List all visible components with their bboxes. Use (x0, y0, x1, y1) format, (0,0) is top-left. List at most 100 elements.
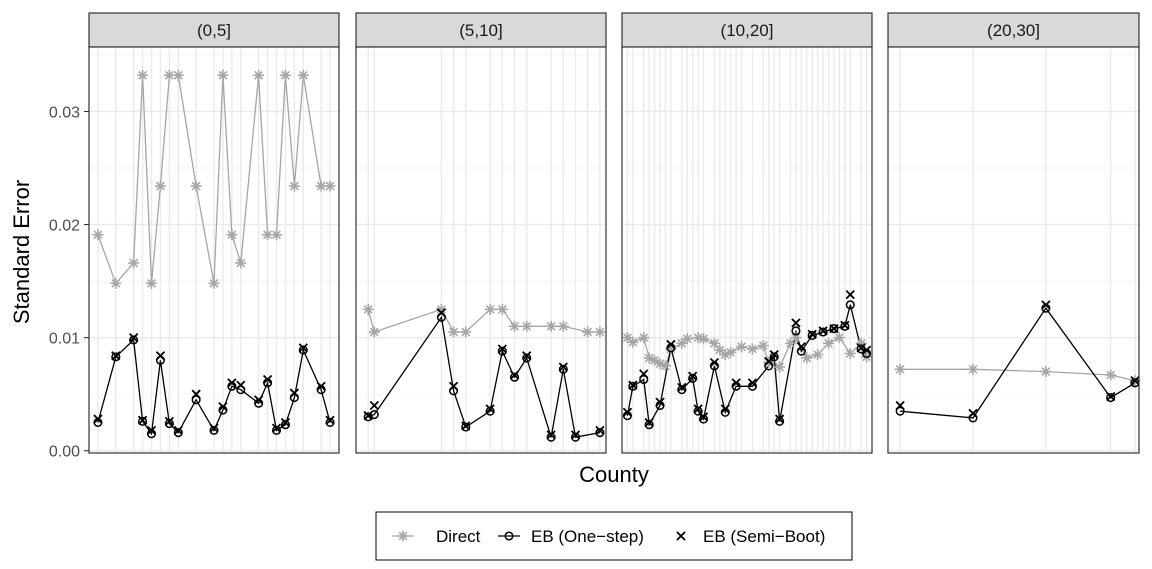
eb-semi-boot-point (747, 378, 758, 388)
direct-point (638, 332, 650, 344)
eb-semi-boot-point (146, 425, 157, 436)
eb-one-step-point (791, 326, 801, 336)
facet-border (355, 46, 607, 454)
eb-one-step-point (644, 420, 654, 430)
facet-strip-label: (10,20] (721, 21, 774, 40)
direct-point (582, 326, 594, 338)
direct-point (368, 326, 380, 338)
direct-point (271, 229, 282, 241)
eb-semi-boot-point (709, 357, 720, 368)
eb-semi-boot-point (369, 400, 379, 411)
eb-semi-boot-point (262, 374, 273, 385)
eb-one-step-point (818, 327, 828, 337)
eb-one-step-point (775, 416, 785, 426)
facet-panel: (20,30] (887, 12, 1141, 454)
eb-semi-boot-point (570, 430, 581, 440)
eb-one-step-point (461, 422, 471, 432)
facet-strip (355, 12, 607, 48)
eb-semi-boot-point (791, 318, 801, 328)
y-tick-label: 0.00 (49, 444, 80, 461)
y-axis: 0.00 0.01 0.02 0.03 (49, 104, 89, 461)
eb-semi-boot-point (818, 326, 828, 336)
eb-semi-boot-point (218, 401, 228, 412)
eb-one-step-point (485, 406, 495, 416)
eb-semi-boot-point (436, 308, 447, 318)
facet-panel: (0,5] (88, 12, 340, 454)
grid (622, 47, 872, 453)
direct-point (297, 69, 309, 81)
direct-point (253, 69, 265, 81)
eb-semi-boot-point (155, 351, 166, 361)
eb-semi-boot-point (829, 323, 839, 334)
eb-semi-boot-point (845, 290, 855, 300)
legend-items: Direct EB (One−step) EB (Semi−Boot) (392, 527, 825, 546)
legend: Direct EB (One−step) EB (Semi−Boot) (375, 511, 853, 561)
eb-one-step-line (900, 307, 1136, 419)
direct-point (137, 69, 149, 81)
legend-eb-one-step-key (504, 531, 514, 541)
facet-border (88, 46, 340, 454)
eb-semi-boot-point (316, 381, 326, 391)
eb-semi-boot-point (774, 414, 785, 424)
direct-point (172, 69, 184, 81)
direct-point (110, 277, 122, 289)
facet-border (621, 46, 873, 454)
eb-semi-boot-point (595, 425, 605, 436)
direct-point (1040, 366, 1052, 378)
direct-point (279, 69, 291, 81)
y-tick-label: 0.01 (49, 331, 80, 348)
eb-one-step-point (807, 330, 817, 340)
eb-one-step-point (129, 335, 139, 345)
eb-semi-boot-point (840, 320, 850, 330)
eb-one-step-point (546, 432, 556, 442)
eb-one-step-line (97, 338, 331, 436)
eb-semi-boot-point (693, 404, 703, 414)
direct-point (659, 360, 671, 372)
direct-point (823, 337, 835, 349)
eb-semi-boot-point (895, 400, 905, 411)
eb-semi-boot-point (209, 423, 219, 433)
eb-semi-boot-point (191, 389, 201, 399)
eb-semi-boot-point (720, 404, 730, 414)
facet-plot-area (888, 47, 1139, 453)
eb-one-step-point (509, 372, 520, 382)
eb-one-step-point (522, 353, 532, 363)
eb-one-step-point (173, 428, 183, 438)
eb-semi-boot-point (639, 369, 649, 379)
grid (89, 47, 339, 453)
direct-point (557, 320, 569, 332)
eb-one-step-point (497, 346, 507, 356)
eb-semi-boot-point (93, 414, 103, 424)
y-axis-title: Standard Error (9, 180, 34, 324)
direct-point (698, 333, 710, 345)
y-tick-label: 0.03 (49, 104, 80, 121)
eb-semi-boot-point (363, 411, 373, 421)
eb-semi-boot-point (698, 412, 709, 422)
eb-one-step-point (164, 419, 174, 429)
eb-semi-boot-point (796, 342, 806, 352)
eb-one-step-point (298, 345, 308, 355)
eb-one-step-point (363, 412, 373, 422)
direct-point (774, 361, 786, 373)
direct-point (725, 346, 737, 358)
eb-semi-boot-point (173, 425, 183, 436)
eb-semi-boot-point (298, 343, 308, 353)
legend-label: EB (Semi−Boot) (703, 527, 825, 546)
eb-one-step-point (688, 373, 698, 383)
direct-point (146, 277, 157, 289)
eb-semi-boot-point (522, 351, 532, 361)
eb-semi-boot-point (546, 430, 556, 440)
eb-semi-boot-point (1130, 375, 1140, 386)
eb-semi-boot-point (769, 349, 779, 360)
direct-point (833, 332, 845, 344)
eb-semi-boot-point (164, 416, 174, 426)
eb-semi-boot-point (485, 404, 495, 414)
facet-panels: (0,5] (5,10] (10,20] (20,30] (88, 12, 1141, 454)
legend-label: EB (One−step) (531, 527, 644, 546)
grid (888, 47, 1139, 453)
facet-panel: (5,10] (355, 12, 607, 454)
facet-strip (88, 12, 340, 48)
direct-point (288, 180, 300, 192)
eb-one-step-point (693, 406, 703, 416)
